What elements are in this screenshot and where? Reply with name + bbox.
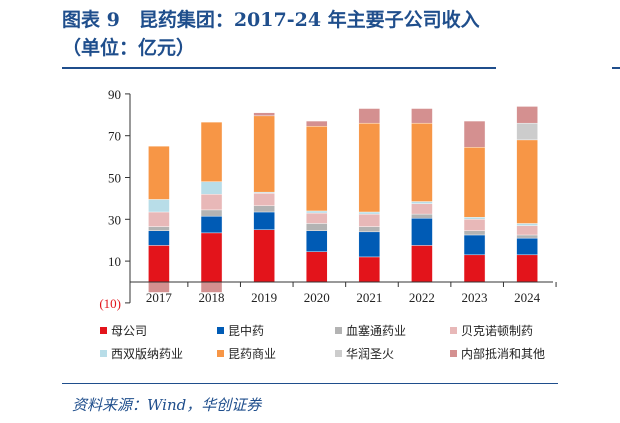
y-tick-label: 90: [108, 87, 121, 102]
bar-segment: [463, 219, 486, 231]
title-divider: [62, 67, 496, 69]
legend-label: 内部抵消和其他: [461, 347, 546, 361]
bar-segment: [463, 230, 486, 236]
bar-segment: [306, 126, 328, 212]
bar-segment: [463, 234, 486, 256]
x-tick-label: 2023: [462, 290, 488, 305]
bar-segment: [306, 251, 328, 283]
bar-segment: [463, 120, 486, 148]
bar-segment: [516, 254, 538, 283]
bar-segment: [253, 192, 275, 206]
y-tick-label: 70: [108, 129, 121, 144]
x-tick-label: 2018: [199, 290, 225, 305]
bar-segment: [411, 108, 433, 124]
legend-label: 血塞通药业: [346, 324, 407, 338]
bar-segment: [358, 231, 381, 258]
title-divider-right: [612, 67, 620, 69]
legend-label: 昆药商业: [228, 347, 277, 361]
bar-segment: [200, 121, 223, 182]
legend-swatch: [100, 327, 107, 334]
bar-segment: [358, 108, 381, 124]
legend-label: 昆中药: [228, 324, 265, 338]
bar-segment: [516, 139, 538, 224]
bar-segment: [411, 201, 433, 204]
bar-segment: [200, 215, 223, 234]
bar-segment: [253, 115, 275, 193]
bar-segment: [306, 120, 328, 127]
bar-segment: [306, 230, 328, 252]
bar-segment: [411, 245, 433, 283]
source-divider: [62, 383, 558, 384]
bar-segment: [411, 122, 433, 202]
bar-segment: [411, 218, 433, 246]
bar-segment: [306, 212, 328, 224]
legend-swatch: [335, 350, 342, 357]
source-note: 资料来源：Wind，华创证券: [72, 396, 262, 414]
bar-segment: [463, 217, 486, 220]
x-tick-label: 2019: [251, 290, 277, 305]
stacked-bar-chart: 2017 2018 2019 2020 2021 2022 2023 2024 (10) 10 30…: [99, 87, 557, 311]
legend-item: 母公司: [100, 322, 147, 339]
legend-swatch: [217, 350, 224, 357]
bar-segment: [516, 234, 538, 239]
chart-title: 图表 9 昆药集团：2017-24 年主要子公司收入（单位：亿元）: [62, 9, 480, 59]
legend-item: 昆中药: [217, 322, 264, 339]
legend-swatch: [217, 327, 224, 334]
bar-segment: [358, 122, 381, 213]
legend-item: 昆药商业: [217, 345, 276, 362]
bar-segment: [358, 226, 381, 233]
bar-segment: [148, 226, 170, 231]
legend-swatch: [450, 327, 457, 334]
bar-segment: [200, 194, 223, 211]
legend-label: 母公司: [111, 324, 148, 338]
legend-swatch: [450, 350, 457, 357]
legend-swatch: [100, 350, 107, 357]
bar-segment: [516, 106, 538, 124]
bar-segment: [358, 213, 381, 227]
legend-item: 西双版纳药业: [100, 345, 183, 362]
legend-item: 血塞通药业: [335, 322, 406, 339]
legend-label: 华润圣火: [346, 347, 395, 361]
bar-segment: [463, 254, 486, 283]
x-tick-label: 2022: [409, 290, 435, 305]
y-tick-label: 50: [108, 171, 121, 186]
bar-segment: [516, 223, 538, 226]
bar-segment: [253, 112, 275, 117]
bar-segment: [253, 205, 275, 213]
bar-segment: [358, 211, 381, 215]
y-tick-label: 10: [108, 254, 121, 269]
bar-segment: [200, 209, 223, 217]
bar-segment: [358, 256, 381, 283]
bar-segment: [463, 146, 486, 218]
bar-segment: [148, 199, 170, 213]
x-tick-label: 2017: [146, 290, 173, 305]
legend-label: 西双版纳药业: [111, 347, 184, 361]
x-tick-label: 2021: [356, 290, 382, 305]
legend-item: 内部抵消和其他: [450, 345, 545, 362]
bar-segment: [516, 237, 538, 256]
bar-segment: [148, 245, 170, 283]
bar-segment: [253, 229, 275, 283]
bar-segment: [148, 211, 170, 227]
bar-segment: [148, 230, 170, 246]
legend-label: 贝克诺顿制药: [461, 324, 534, 338]
bar-segment: [253, 211, 275, 230]
bar-segment: [411, 203, 433, 215]
legend-item: 贝克诺顿制药: [450, 322, 533, 339]
bar-segment: [200, 232, 223, 283]
bar-segment: [411, 213, 433, 219]
bar-segment: [306, 210, 328, 214]
y-tick-label: 30: [108, 212, 121, 227]
bar-segment: [148, 145, 170, 200]
x-tick-label: 2020: [304, 290, 330, 305]
bar-segment: [306, 223, 328, 231]
bar-segment: [516, 122, 538, 141]
x-tick-label: 2024: [514, 290, 541, 305]
legend-swatch: [335, 327, 342, 334]
bar-segment: [200, 181, 223, 195]
legend-item: 华润圣火: [335, 345, 394, 362]
y-tick-label: (10): [99, 296, 121, 311]
bar-segment: [516, 225, 538, 236]
